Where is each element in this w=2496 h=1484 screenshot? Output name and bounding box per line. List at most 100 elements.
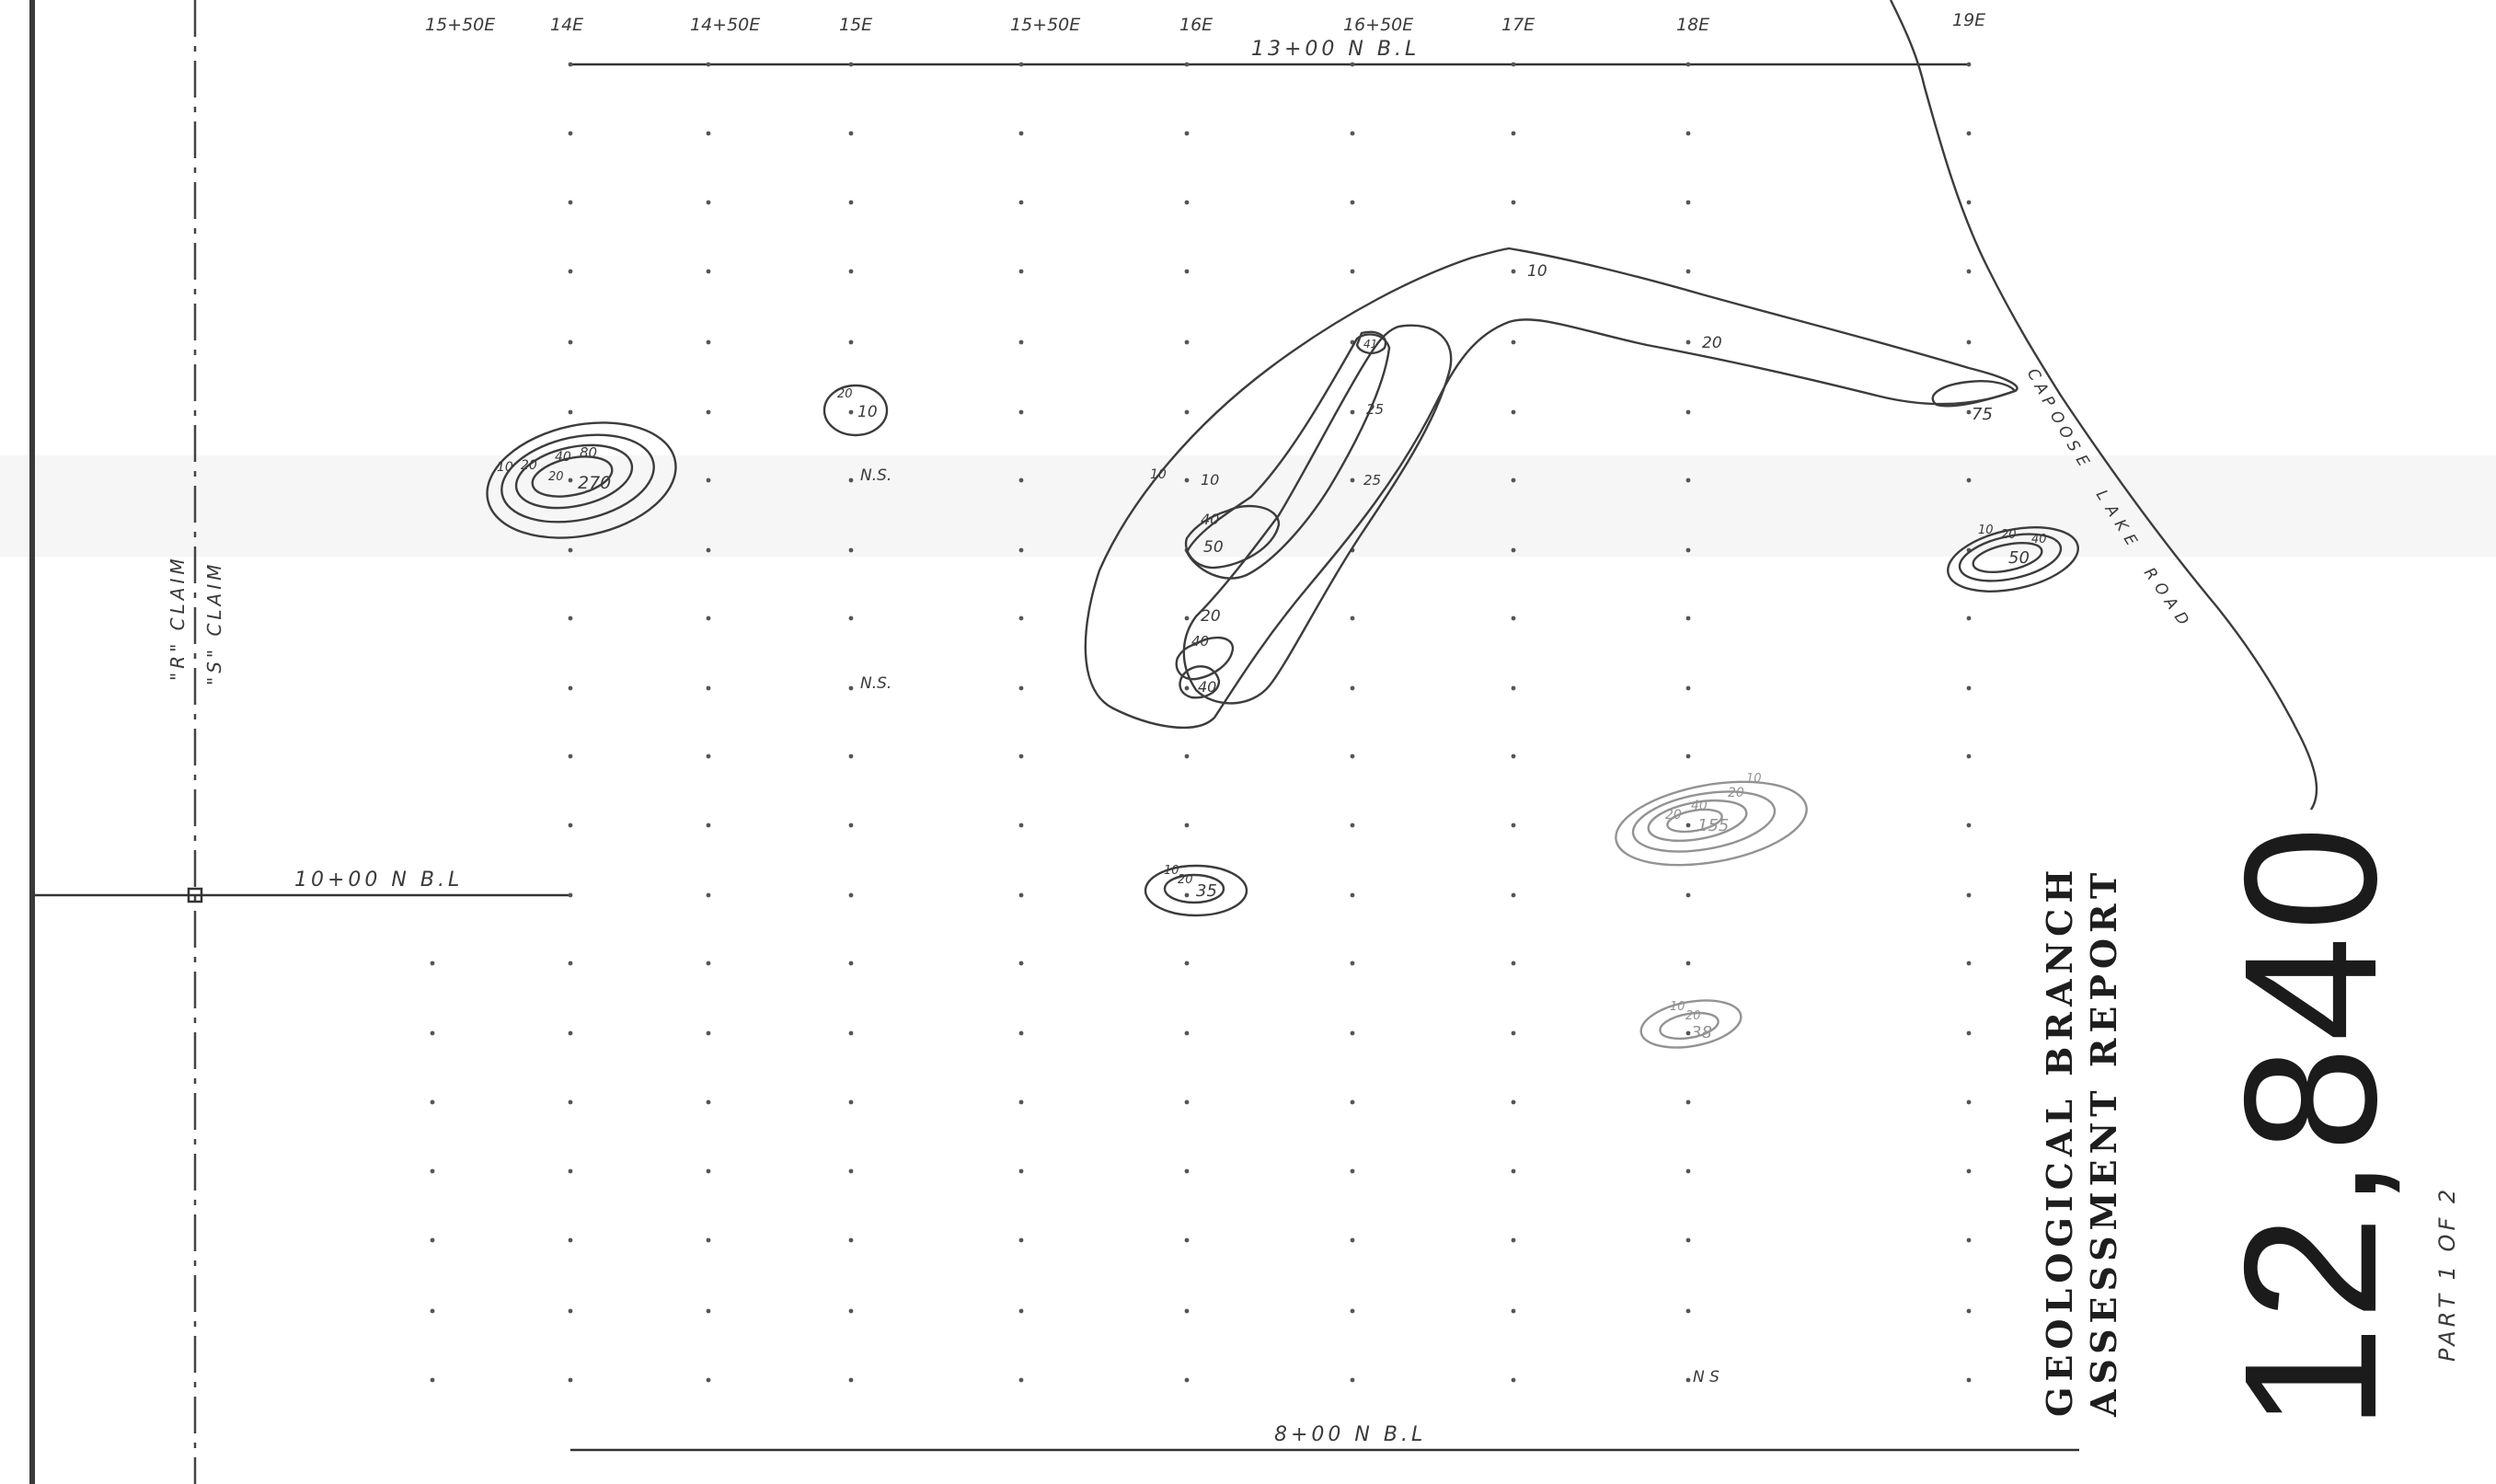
sample-station-dot [1350,477,1355,483]
sample-station-dot [1511,1099,1516,1105]
sample-station-dot [1966,754,1972,759]
sample-station-dot [1685,1308,1691,1314]
line-label: 17E [1501,15,1535,35]
sample-station-dot [1685,754,1691,759]
sample-station-dot [1350,1377,1355,1383]
sample-station-dot [1350,1168,1355,1174]
report-part: PART 1 OF 2 [2434,1186,2460,1362]
sample-station-dot [1018,823,1024,828]
sample-station-dot [1685,547,1691,553]
contour-anomaly-c: 10 20 41 25 10 10 25 40 50 20 40 40 [1084,247,2019,730]
sample-station-dot [1018,961,1024,966]
report-number: 12,840 [2205,821,2416,1431]
sample-station-dot [1511,961,1516,966]
svg-text:R: R [2140,564,2161,583]
sample-station-dot [1018,339,1024,345]
svg-text:40: 40 [1691,799,1708,813]
sample-station-dot [1685,131,1691,136]
sample-station-dot [1184,200,1190,205]
sample-station-dot [1685,62,1691,67]
sample-station-dot [848,823,854,828]
sample-station-dot [1018,615,1024,621]
svg-text:20: 20 [1178,873,1193,887]
sample-station-dot [1350,1099,1355,1105]
sample-station-dot [848,685,854,691]
sample-station-dot [706,409,711,415]
sample-station-dot [1018,409,1024,415]
sample-station-dot [706,131,711,136]
sample-station-dot [1184,62,1190,67]
svg-text:10: 10 [1978,523,1994,537]
sample-station-dot [1184,1030,1190,1036]
sample-station-dot [848,615,854,621]
line-label: 15E [839,15,872,35]
sample-station-dot [1966,1099,1972,1105]
svg-text:40: 40 [1198,678,1216,696]
sample-station-dot [1685,339,1691,345]
sample-station-dot [568,1377,573,1383]
svg-text:10: 10 [1201,471,1219,489]
svg-text:10: 10 [1527,262,1547,281]
svg-text:20: 20 [548,470,564,484]
sample-station-dot [706,1168,711,1174]
svg-text:38: 38 [1691,1023,1712,1042]
sample-station-dot [1350,409,1355,415]
sample-station-dot [1966,892,1972,898]
sample-station-dot [706,62,711,67]
sample-station-dot [1966,269,1972,274]
sample-station-dot [1511,200,1516,205]
sample-station-dot [848,477,854,483]
sample-station-dot [1350,892,1355,898]
line-label: 18E [1676,15,1709,35]
sample-station-dot [1966,1237,1972,1243]
sample-station-dot [568,754,573,759]
sample-station-dot [1685,685,1691,691]
sample-station-dot [1966,477,1972,483]
svg-text:10: 10 [1670,1000,1685,1014]
sample-station-dot [1018,1030,1024,1036]
line-labels-top: 15+50E 14E 14+50E 15E 15+50E 16E 16+50E … [425,10,1985,35]
sample-station-dot [1966,685,1972,691]
svg-text:10: 10 [1746,772,1762,786]
sample-station-dot [1350,1030,1355,1036]
sample-station-dot [1018,1308,1024,1314]
sample-station-dot [706,269,711,274]
sample-station-dot [848,409,854,415]
sample-station-dot [706,477,711,483]
line-label: 16E [1179,15,1213,35]
sample-station-dot [1685,1030,1691,1036]
sample-station-dot [1184,477,1190,483]
sample-station-dot [1685,1237,1691,1243]
sample-station-dot [706,1237,711,1243]
line-label: 16+50E [1343,15,1413,35]
claim-label-s: "S" CLAIM [203,561,225,685]
sample-station-dot [1184,754,1190,759]
svg-text:20: 20 [1685,1009,1701,1023]
sample-station-dot [1685,409,1691,415]
sample-station-dot [568,131,573,136]
sample-station-dot [848,1377,854,1383]
svg-text:75: 75 [1972,405,1993,424]
sample-station-dot [568,547,573,553]
sample-station-dot [1350,1237,1355,1243]
sample-station-dot [1018,200,1024,205]
sample-station-dot [1511,1308,1516,1314]
sample-station-dot [1018,269,1024,274]
sample-station-dot [1685,477,1691,483]
contour-anomaly-e: 10 20 40 50 [1947,523,2079,592]
svg-text:20: 20 [1702,334,1722,352]
svg-text:35: 35 [1196,881,1217,901]
sample-station-dot [568,200,573,205]
sample-station-dot [1018,1168,1024,1174]
sample-station-dot [1966,1168,1972,1174]
sample-station-dot [1966,409,1972,415]
sample-station-dot [1018,62,1024,67]
no-sample-label: N S [1693,1368,1720,1386]
sample-station-dot [568,1099,573,1105]
baseline-label-top: 13+00 N B.L [1251,38,1420,61]
sample-station-dot [1184,1237,1190,1243]
sample-station-dot [848,892,854,898]
sample-station-dot [1184,1308,1190,1314]
sample-station-dot [1511,823,1516,828]
contour-anomaly-d: 75 [1931,380,2017,424]
